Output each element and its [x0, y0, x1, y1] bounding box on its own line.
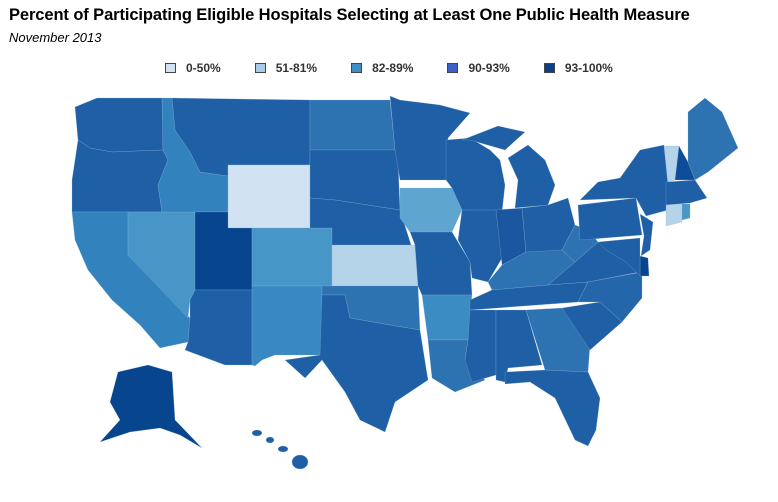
state-md	[597, 237, 641, 277]
state-ar	[421, 294, 473, 341]
state-nd	[309, 99, 396, 151]
legend-item-93-100: 93-100%	[543, 61, 613, 75]
state-az	[184, 289, 253, 366]
legend-item-82-89: 82-89%	[351, 61, 413, 75]
legend-label: 0-50%	[186, 61, 221, 75]
map-subtitle: November 2013	[9, 30, 102, 45]
legend-label: 51-81%	[275, 61, 318, 75]
state-wi	[445, 137, 506, 213]
legend-item-51-81: 51-81%	[254, 61, 318, 75]
state-wy	[227, 164, 311, 229]
legend-swatch	[447, 63, 459, 73]
state-hi	[277, 445, 289, 453]
state-ak	[99, 364, 203, 449]
state-me	[687, 97, 739, 181]
map-title: Percent of Participating Eligible Hospit…	[9, 6, 690, 24]
legend-item-0-50: 0-50%	[165, 61, 221, 75]
state-ct	[665, 203, 683, 227]
state-ma	[665, 179, 708, 206]
state-mi-l	[507, 144, 556, 209]
state-ks	[331, 244, 419, 287]
state-mn	[389, 95, 471, 181]
legend-swatch	[351, 63, 363, 73]
state-ia	[399, 187, 463, 233]
legend-swatch	[254, 63, 266, 73]
state-ri	[681, 203, 691, 221]
state-co	[251, 227, 333, 287]
legend-label: 90-93%	[468, 61, 510, 75]
state-nj	[639, 213, 654, 257]
state-nm	[251, 285, 323, 367]
legend-swatch	[165, 63, 176, 73]
state-ms	[464, 309, 497, 383]
state-fl	[504, 369, 601, 447]
state-wa	[74, 97, 164, 153]
state-de	[639, 255, 650, 277]
state-pa	[577, 197, 643, 241]
state-tx	[284, 294, 429, 433]
legend: 0-50% 51-81% 82-89% 90-93% 93-100%	[165, 61, 647, 75]
legend-label: 82-89%	[372, 61, 414, 75]
state-mi-u	[461, 125, 526, 151]
state-hi	[291, 454, 309, 470]
legend-label: 93-100%	[564, 61, 613, 75]
state-hi	[251, 429, 263, 437]
state-hi	[265, 436, 275, 444]
legend-item-90-93: 90-93%	[447, 61, 510, 75]
legend-swatch	[543, 63, 555, 73]
